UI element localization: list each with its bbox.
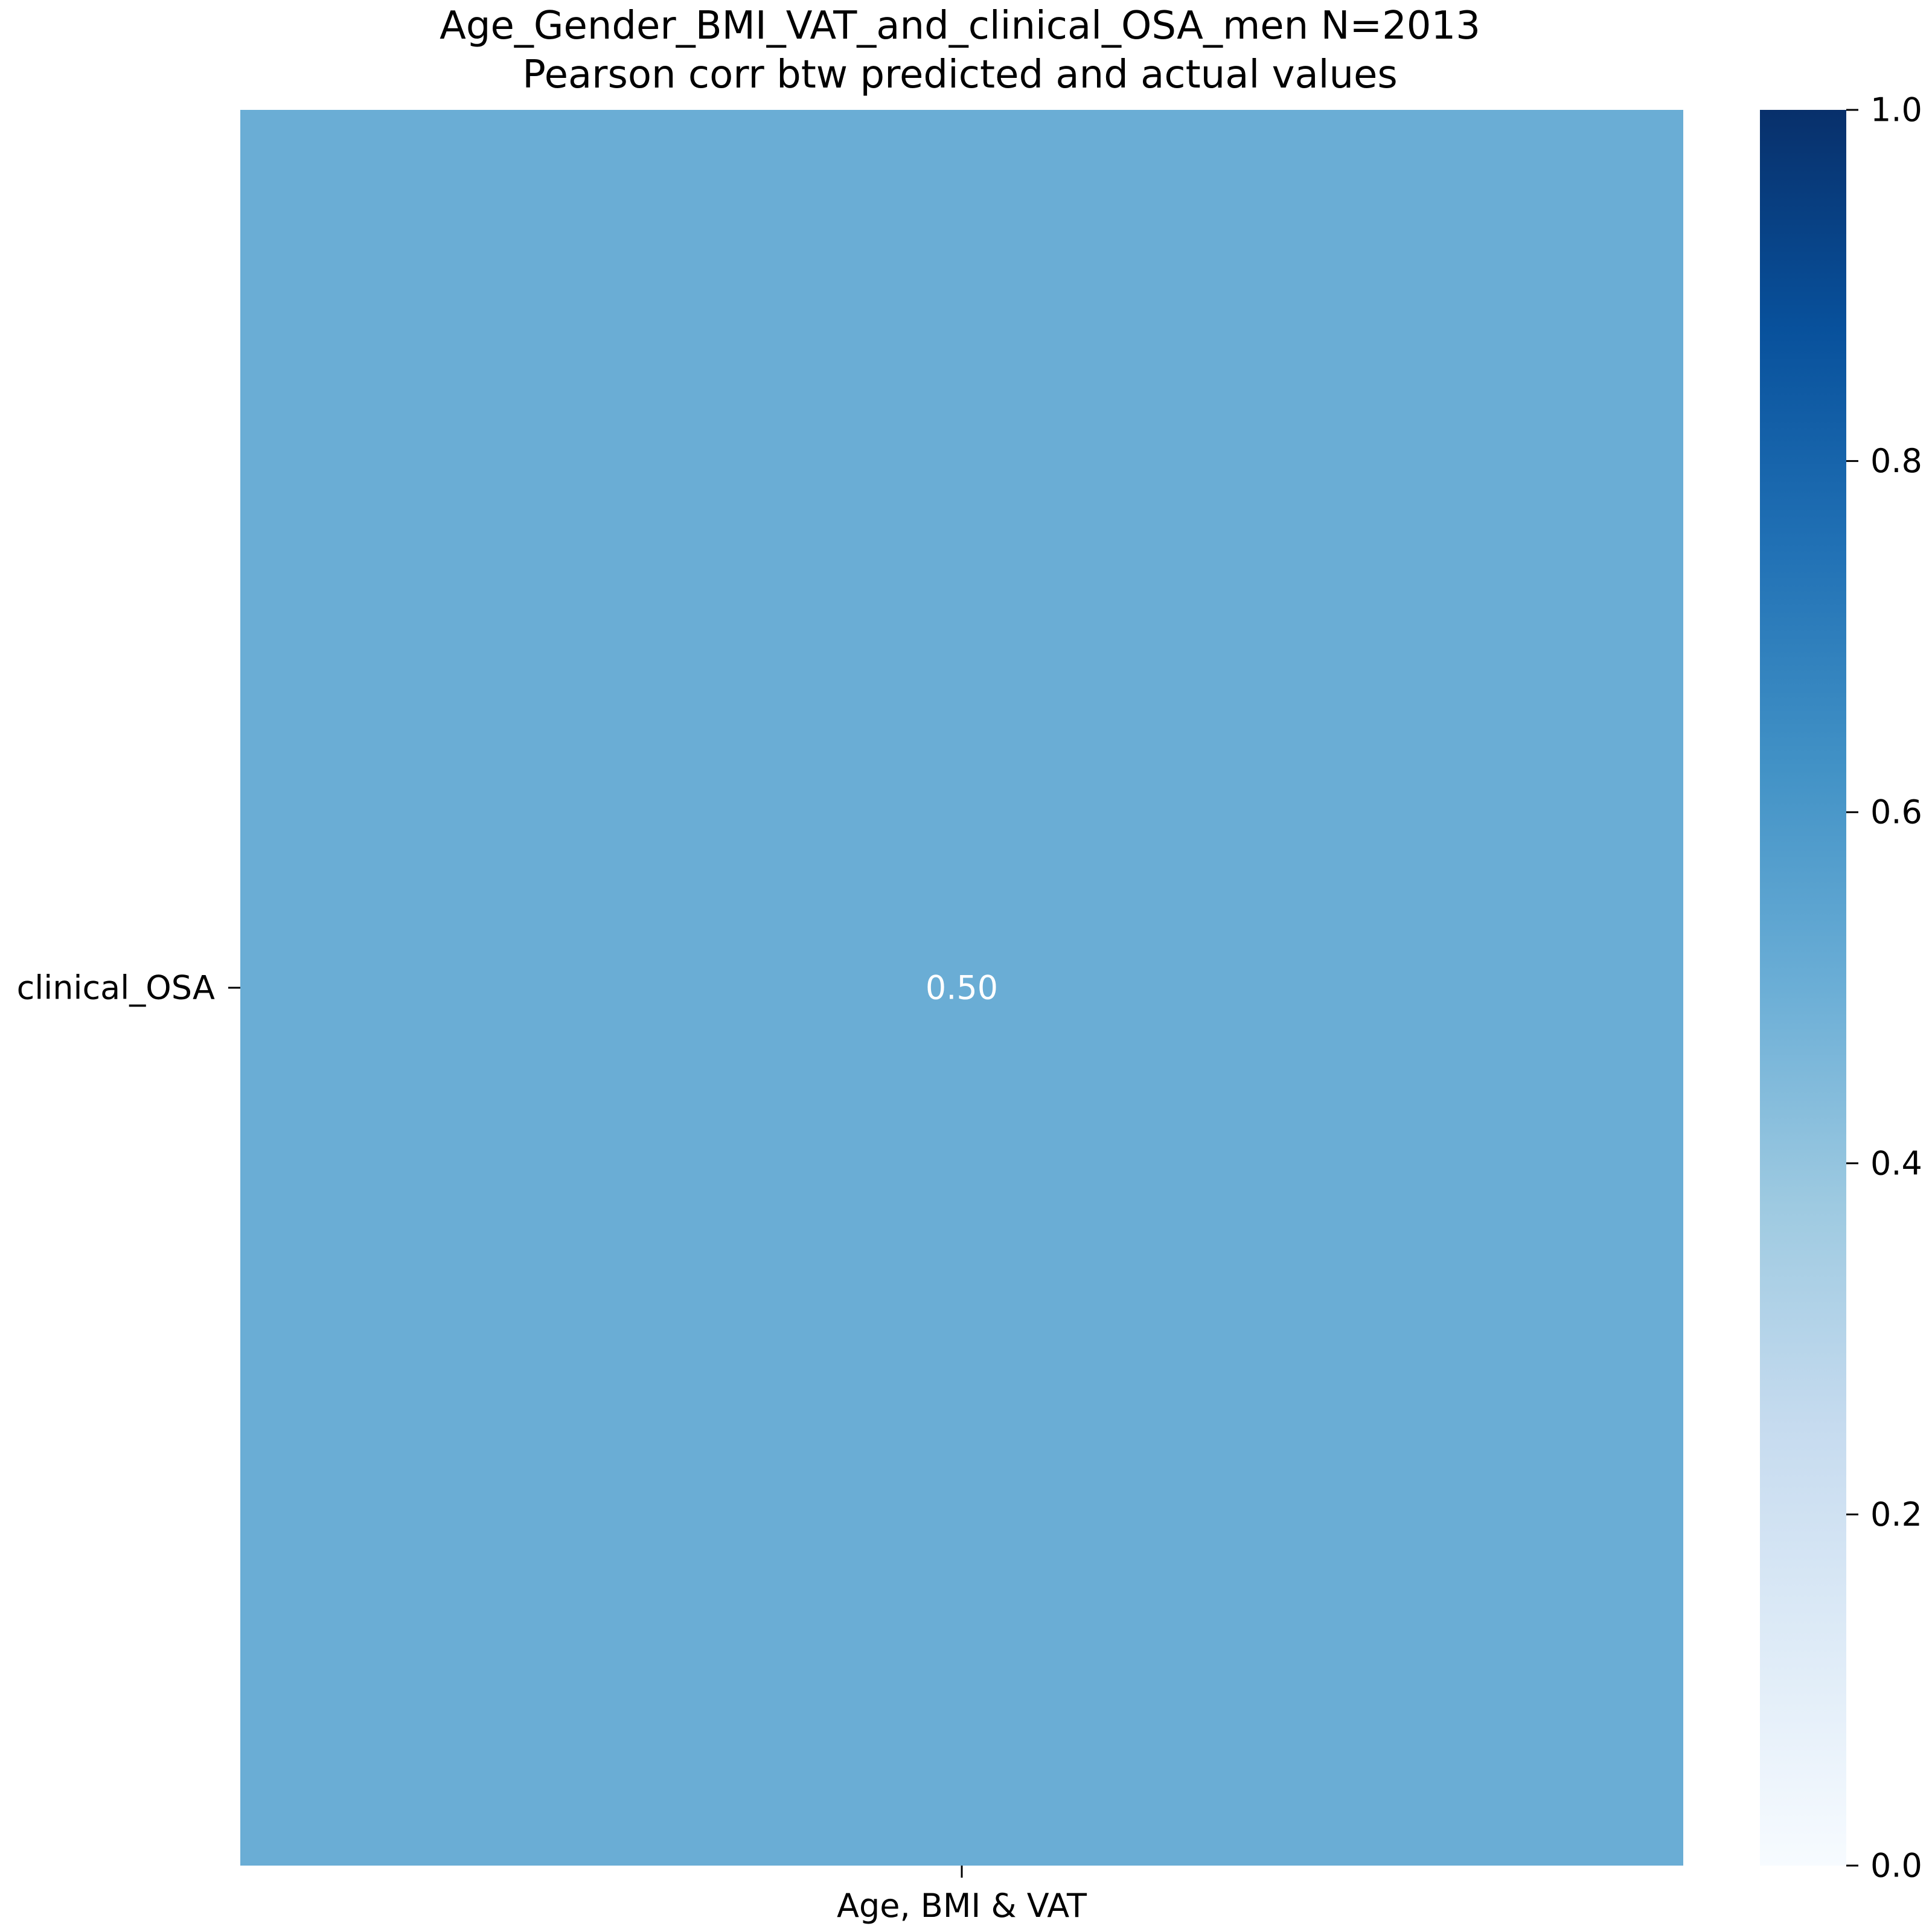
x-tick-label: Age, BMI & VAT xyxy=(837,1887,1087,1925)
y-axis: clinical_OSA xyxy=(17,969,240,1007)
cell-annotation: 0.50 xyxy=(926,969,998,1007)
colorbar xyxy=(1760,110,1846,1866)
heatmap-annotations: 0.50 xyxy=(926,969,998,1007)
colorbar-tick-label: 0.8 xyxy=(1870,442,1922,480)
x-axis: Age, BMI & VAT xyxy=(837,1866,1087,1925)
chart-title-line-1: Age_Gender_BMI_VAT_and_clinical_OSA_men … xyxy=(440,4,1480,48)
heatmap-cells xyxy=(240,110,1683,1866)
colorbar-tick-label: 0.4 xyxy=(1870,1144,1922,1182)
colorbar-axis: 0.0 0.2 0.4 0.6 0.8 1.0 xyxy=(1846,91,1922,1885)
y-tick-label: clinical_OSA xyxy=(17,969,215,1007)
heatmap-cell xyxy=(240,110,1683,1866)
colorbar-tick-label: 0.2 xyxy=(1870,1495,1922,1534)
chart-title-line-2: Pearson corr btw predicted and actual va… xyxy=(522,53,1397,97)
colorbar-tick-label: 0.0 xyxy=(1870,1847,1922,1885)
colorbar-tick-label: 1.0 xyxy=(1870,91,1922,129)
colorbar-tick-label: 0.6 xyxy=(1870,793,1922,831)
